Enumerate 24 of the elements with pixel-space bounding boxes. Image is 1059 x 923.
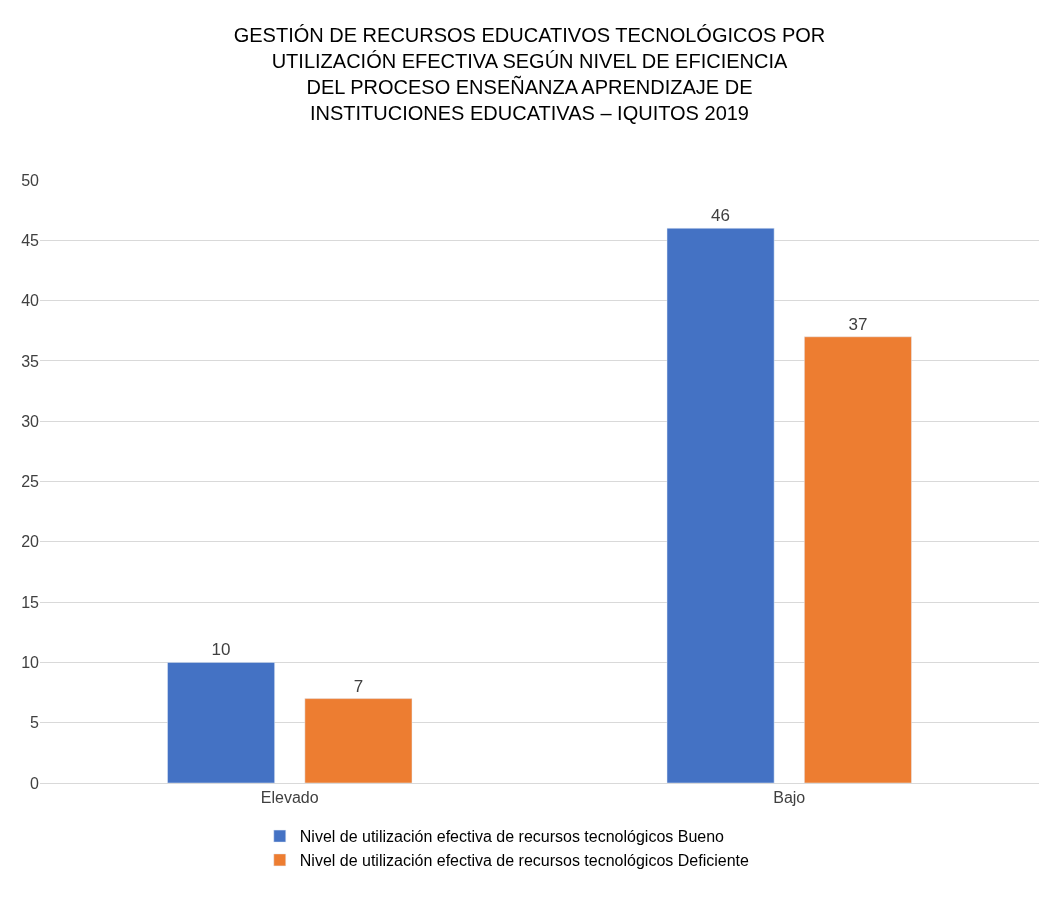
bar <box>666 227 775 783</box>
y-tick-label: 15 <box>21 593 40 611</box>
data-label: 46 <box>711 206 731 226</box>
data-label: 37 <box>848 314 868 334</box>
x-tick-label: Bajo <box>773 789 806 807</box>
y-tick-label: 30 <box>21 412 40 430</box>
y-tick-label: 20 <box>21 533 40 551</box>
x-tick-label: Elevado <box>260 789 319 807</box>
data-label: 10 <box>211 640 231 660</box>
y-tick-label: 10 <box>21 654 40 671</box>
legend-label: Nivel de utilización efectiva de recursos tecnológicos Deficiente <box>299 852 749 870</box>
bar <box>167 662 275 783</box>
chart-title: GESTIÓN DE RECURSOS EDUCATIVOS TECNOLÓGICOS POR UTILIZACIÓN EFECTIVA SEGÚN NIVEL DE EFICIENCIA DEL PROCESO ENSEÑANZA APRENDIZAJE DE INSTITUCIONES EDUCATIVAS – IQUITOS 2019 <box>233 23 826 124</box>
data-label: 7 <box>353 676 364 696</box>
y-tick-label: 35 <box>21 352 40 370</box>
bar <box>804 336 912 783</box>
y-tick-label: 5 <box>30 714 40 732</box>
y-tick-label: 45 <box>21 231 40 249</box>
y-tick-label: 40 <box>21 292 40 310</box>
y-tick-label: 50 <box>21 171 40 189</box>
y-tick-label: 0 <box>30 774 40 792</box>
legend-label: Nivel de utilización efectiva de recursos tecnológicos Bueno <box>299 828 725 846</box>
bar <box>304 698 413 783</box>
y-tick-label: 25 <box>21 473 40 491</box>
